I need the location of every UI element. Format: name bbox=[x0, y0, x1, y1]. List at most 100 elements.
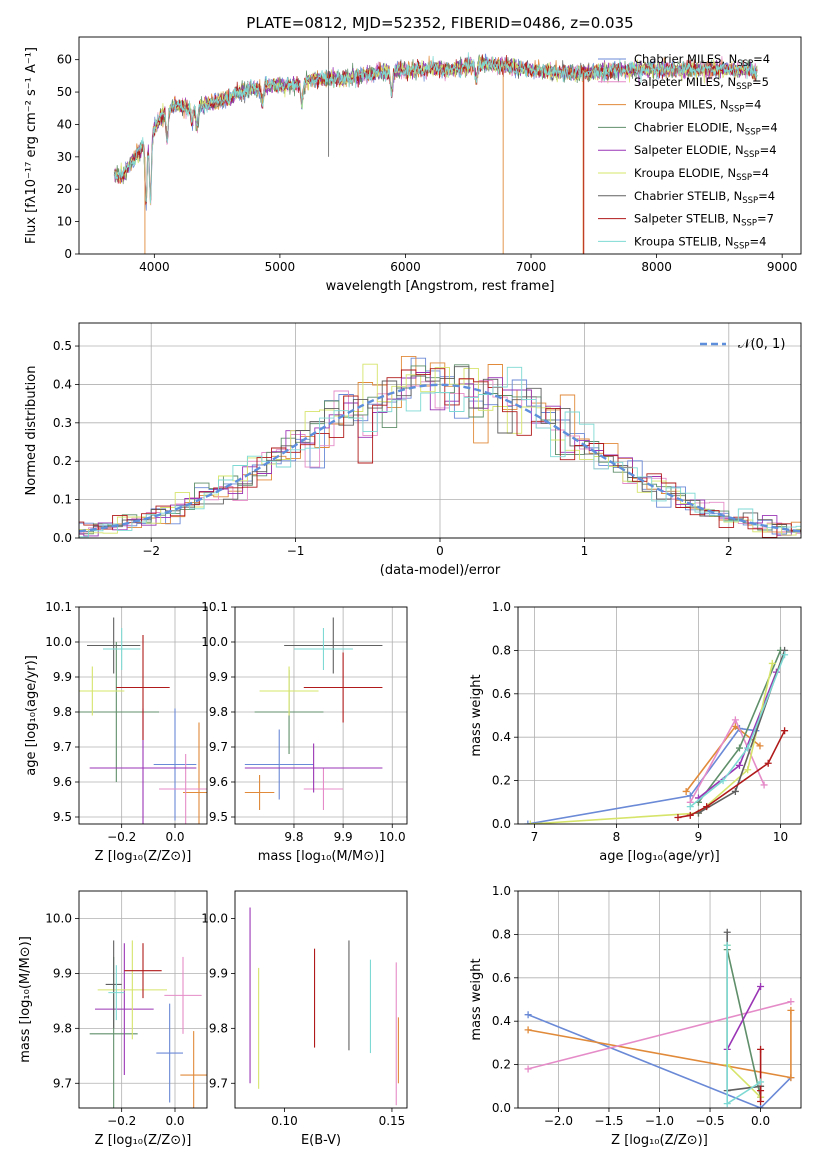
y-tick-label: 0 bbox=[64, 247, 72, 261]
y-tick-label: 0.4 bbox=[492, 730, 511, 744]
weight-marker bbox=[524, 820, 532, 824]
x-axis-label: Z [log₁₀(Z/Z⊙)] bbox=[95, 1133, 192, 1148]
weight-marker bbox=[757, 1045, 765, 1053]
x-tick-label: −1.0 bbox=[645, 1114, 674, 1128]
x-tick-label: −0.2 bbox=[107, 830, 136, 844]
errorbar-point-5 bbox=[97, 940, 167, 1040]
errorbar-point-2 bbox=[303, 768, 344, 810]
mass_vs_EBV-panel: 0.10 0.15 9.7 9.8 9.9 10.0 E(B-V) bbox=[201, 890, 408, 1148]
axes-frame bbox=[517, 606, 802, 825]
weight-marker bbox=[674, 813, 682, 821]
errorbar-point-2 bbox=[164, 956, 202, 1034]
x-tick-label: 8 bbox=[613, 830, 621, 844]
y-tick-label: 1.0 bbox=[492, 600, 511, 614]
weight-marker bbox=[744, 744, 752, 752]
y-tick-label: 50 bbox=[57, 85, 72, 99]
axes-frame bbox=[78, 890, 208, 1109]
x-tick-label: 0.0 bbox=[165, 830, 184, 844]
weight-marker bbox=[686, 803, 694, 811]
weight-series-0 bbox=[527, 1013, 792, 1108]
spectrum-title: PLATE=0812, MJD=52352, FIBERID=0486, z=0… bbox=[246, 14, 633, 32]
y-tick-label: 0.8 bbox=[492, 927, 511, 941]
axes-frame bbox=[78, 322, 802, 539]
errorbar-point-4 bbox=[95, 943, 154, 1076]
errorbar-point-3 bbox=[79, 642, 159, 782]
age_vs_mass-panel: 9.8 9.9 10.0 9.5 9.6 9.7 9.8 9.9 10.0 10.1 mass [l… bbox=[201, 600, 408, 864]
y-axis-label: Normed distribution bbox=[24, 366, 39, 496]
weight-marker bbox=[723, 1100, 731, 1108]
weight-marker bbox=[781, 651, 789, 659]
y-tick-label: 0.0 bbox=[492, 1101, 511, 1115]
errorbar-point-6 bbox=[105, 940, 122, 1029]
x-tick-label: 8000 bbox=[641, 260, 672, 274]
weight-marker bbox=[731, 787, 739, 795]
weight-marker bbox=[735, 744, 743, 752]
x-tick-label: 0.10 bbox=[271, 1114, 298, 1128]
errorbar-point-4 bbox=[244, 743, 383, 793]
x-tick-label: −0.2 bbox=[107, 1114, 136, 1128]
y-tick-label: 9.7 bbox=[209, 1076, 228, 1090]
y-tick-label: 10.0 bbox=[201, 635, 228, 649]
weight-marker bbox=[757, 1097, 765, 1105]
weight-marker bbox=[731, 716, 739, 724]
x-tick-label: 10 bbox=[773, 830, 788, 844]
errorbar-point-5 bbox=[259, 666, 319, 716]
age_vs_Z-panel: −0.2 0.0 9.5 9.6 9.7 9.8 9.9 10.0 10.1 Z [log₁₀(Z… bbox=[24, 600, 208, 864]
x-axis-label: Z [log₁₀(Z/Z⊙)] bbox=[95, 849, 192, 864]
residuals-plot-area bbox=[79, 355, 801, 538]
mass_vs_Z-plot-area bbox=[89, 940, 207, 1108]
legend-label: Chabrier MILES, NSSP=4 bbox=[634, 52, 770, 69]
weight-marker bbox=[526, 820, 534, 824]
weight-marker bbox=[787, 998, 795, 1006]
weight-marker bbox=[723, 941, 731, 949]
y-tick-label: 9.9 bbox=[209, 966, 228, 980]
x-tick-label: 0.15 bbox=[379, 1114, 406, 1128]
weight-marker bbox=[757, 1078, 765, 1086]
errorbar-point-0 bbox=[153, 708, 197, 821]
x-tick-label: 7 bbox=[531, 830, 539, 844]
errorbar-point-7 bbox=[303, 652, 383, 723]
y-tick-label: 9.7 bbox=[209, 740, 228, 754]
errorbar-point-6 bbox=[87, 617, 141, 674]
x-axis-label: (data-model)/error bbox=[380, 563, 501, 578]
weight-marker bbox=[787, 1006, 795, 1014]
weight-marker bbox=[787, 1074, 795, 1082]
axes-frame bbox=[234, 606, 408, 825]
x-tick-label: 0 bbox=[436, 544, 444, 558]
weight-marker bbox=[781, 727, 789, 735]
weight-marker bbox=[723, 928, 731, 936]
y-tick-label: 9.9 bbox=[53, 670, 72, 684]
y-tick-label: 0.6 bbox=[492, 687, 511, 701]
y-tick-label: 30 bbox=[57, 150, 72, 164]
y-axis-label: mass weight bbox=[469, 958, 484, 1040]
x-tick-label: −0.5 bbox=[695, 1114, 724, 1128]
y-tick-label: 10.1 bbox=[201, 600, 228, 614]
y-tick-label: 0.2 bbox=[492, 1058, 511, 1072]
x-tick-label: 5000 bbox=[265, 260, 296, 274]
y-tick-label: 0.8 bbox=[492, 643, 511, 657]
hist-line-c7 bbox=[79, 368, 801, 538]
x-axis-label: Z [log₁₀(Z/Z⊙)] bbox=[611, 1133, 708, 1148]
y-tick-label: 9.9 bbox=[53, 966, 72, 980]
spectrum-legend: Chabrier MILES, NSSP=4 Salpeter MILES, NS… bbox=[598, 52, 778, 251]
legend-label: Kroupa MILES, NSSP=4 bbox=[634, 98, 761, 115]
x-tick-label: 1 bbox=[581, 544, 589, 558]
x-tick-label: 7000 bbox=[516, 260, 547, 274]
hist-line-c8 bbox=[79, 366, 801, 538]
legend-label: Kroupa ELODIE, NSSP=4 bbox=[634, 166, 769, 183]
weight-marker bbox=[757, 982, 765, 990]
spectrum-panel: 4000 5000 6000 7000 8000 9000 0 10 20 30 40 50 60 wav… bbox=[24, 14, 802, 294]
spectrum-line-c8 bbox=[113, 52, 758, 204]
y-tick-label: 60 bbox=[57, 53, 72, 67]
y-tick-label: 40 bbox=[57, 117, 72, 131]
errorbar-point-7 bbox=[116, 635, 170, 740]
x-tick-label: 6000 bbox=[390, 260, 421, 274]
y-tick-label: 10.0 bbox=[201, 911, 228, 925]
errorbar-point-1 bbox=[244, 775, 275, 810]
errorbar-point-0 bbox=[244, 729, 314, 800]
y-tick-label: 20 bbox=[57, 182, 72, 196]
y-tick-label: 9.8 bbox=[209, 705, 228, 719]
x-tick-label: −1.5 bbox=[594, 1114, 623, 1128]
y-axis-label: mass weight bbox=[469, 674, 484, 756]
